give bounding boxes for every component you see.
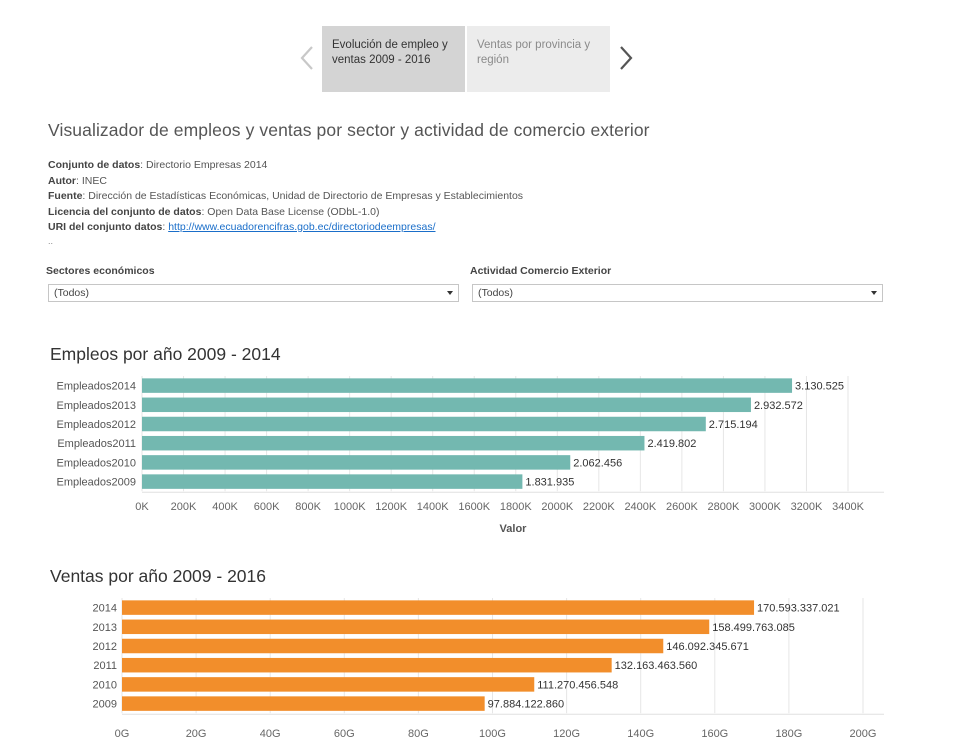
sector-filter-dropdown[interactable]: (Todos) [48,284,459,302]
category-label: 2014 [93,603,117,615]
meta-ellipsis: .. [48,235,54,246]
ventas-bar-chart: 2014 170.593.337.021 2013 158.499.763.085 20… [93,598,884,740]
tick-label: 180G [775,728,802,740]
data-label: 2.715.194 [709,419,758,431]
tick-label: 1800K [500,501,532,513]
tick-label: 2600K [666,501,698,513]
tick-label: 200K [171,501,197,513]
tick-label: 2800K [708,501,740,513]
bar[interactable] [142,435,645,451]
comercio-filter-label: Actividad Comercio Exterior [470,265,612,277]
page-title: Visualizador de empleos y ventas por sec… [48,120,650,140]
tick-label: 100G [479,728,506,740]
x-axis-title: Valor [500,523,528,535]
data-label: 158.499.763.085 [712,622,795,634]
data-label: 3.130.525 [795,381,844,393]
tick-label: 1400K [417,501,449,513]
category-label: Empleados2010 [56,457,136,469]
tick-label: 3400K [832,501,864,513]
tick-label: 1600K [458,501,490,513]
story-tab-label: Evolución de empleo y ventas 2009 - 2016 [332,39,448,66]
data-label: 2.932.572 [754,400,803,412]
tick-label: 3200K [791,501,823,513]
category-label: Empleados2013 [56,400,136,412]
bar[interactable] [122,677,535,692]
sector-filter-value: (Todos) [54,287,90,299]
tick-label: 20G [186,728,207,740]
bar[interactable] [142,455,571,470]
data-label: 2.062.456 [573,457,622,469]
category-label: 2012 [93,641,117,653]
dataset-uri-link[interactable]: http://www.ecuadorencifras.gob.ec/direct… [168,221,436,233]
tick-label: 400K [212,501,238,513]
chevron-down-icon [871,291,877,295]
data-label: 146.092.345.671 [666,641,749,653]
category-label: 2011 [93,660,117,672]
ventas-chart-title: Ventas por año 2009 - 2016 [50,566,267,586]
category-label: Empleados2011 [57,438,136,450]
tick-label: 3000K [749,501,781,513]
empleos-chart-title: Empleos por año 2009 - 2014 [50,344,281,364]
tick-label: 40G [260,728,281,740]
bar[interactable] [122,638,664,654]
bar[interactable] [142,397,751,413]
bar[interactable] [122,619,710,635]
data-label: 97.884.122.860 [488,699,564,711]
tick-label: 0G [115,728,130,740]
story-tab-label: Ventas por provincia y región [477,39,591,66]
tick-label: 600K [254,501,280,513]
previous-story-arrow-icon[interactable] [297,42,317,74]
tick-label: 2200K [583,501,615,513]
tick-label: 200G [850,728,877,740]
bar[interactable] [142,474,523,489]
bar[interactable] [122,657,612,673]
tick-label: 800K [295,501,321,513]
bar[interactable] [142,378,793,393]
tick-label: 1200K [375,501,407,513]
sector-filter-label: Sectores económicos [46,265,155,277]
meta-uri: URI del conjunto datos: http://www.ecuad… [48,221,436,233]
bar[interactable] [122,600,755,615]
meta-license: Licencia del conjunto de datos: Open Dat… [48,205,380,218]
data-label: 111.270.456.548 [537,679,618,691]
category-label: Empleados2009 [56,477,136,489]
data-label: 1.831.935 [525,477,574,489]
data-label: 170.593.337.021 [757,603,840,615]
category-label: 2009 [93,699,117,711]
category-label: 2013 [93,622,117,634]
tick-label: 2400K [624,501,656,513]
story-tab-evolucion[interactable]: Evolución de empleo y ventas 2009 - 2016 [322,26,465,92]
tick-label: 80G [408,728,429,740]
category-label: Empleados2014 [56,381,136,393]
meta-author: Autor: INEC [48,174,107,187]
data-label: 132.163.463.560 [615,660,698,672]
chevron-down-icon [447,291,453,295]
tick-label: 120G [553,728,580,740]
tick-label: 1000K [334,501,366,513]
bar[interactable] [142,416,706,432]
meta-source: Fuente: Dirección de Estadísticas Económ… [48,190,524,202]
tick-label: 140G [627,728,654,740]
category-label: Empleados2012 [56,419,136,431]
next-story-arrow-icon[interactable] [616,42,636,74]
tick-label: 2000K [541,501,573,513]
meta-dataset: Conjunto de datos: Directorio Empresas 2… [48,159,268,171]
bar[interactable] [122,696,485,711]
tick-label: 0K [135,501,149,513]
story-tab-ventas-provincia[interactable]: Ventas por provincia y región [467,26,610,92]
category-label: 2010 [93,679,117,691]
empleos-bar-chart: Empleados2014 3.130.525 Empleados2013 2.932… [56,376,884,535]
comercio-filter-dropdown[interactable]: (Todos) [472,284,883,302]
dataset-metadata: Conjunto de datos: Directorio Empresas 2… [48,158,523,246]
comercio-filter-value: (Todos) [478,287,514,299]
data-label: 2.419.802 [647,438,696,450]
tick-label: 160G [701,728,728,740]
tick-label: 60G [334,728,355,740]
